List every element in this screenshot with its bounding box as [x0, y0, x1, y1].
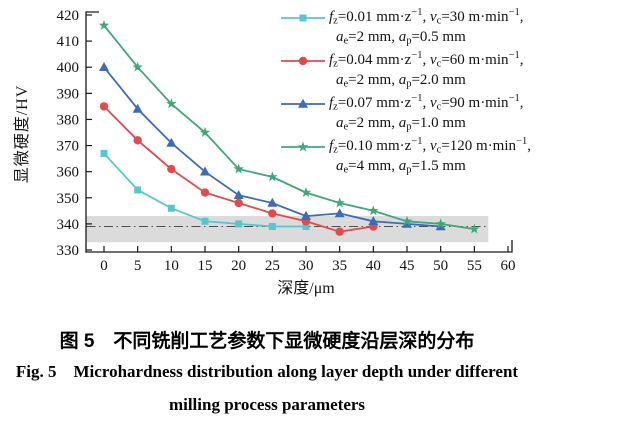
series-3 [99, 62, 446, 231]
legend-square-icon [281, 14, 325, 22]
x-axis-label: 深度/μm [277, 280, 335, 297]
star-marker [132, 61, 143, 72]
series-4 [98, 19, 480, 234]
square-marker [299, 14, 307, 22]
y-tick-label: 340 [57, 217, 80, 233]
y-tick-label: 420 [57, 8, 80, 24]
legend-entry-4: fz=0.10 mm·z−1, vc=120 m·min−1, ae=4 mm, … [281, 136, 531, 176]
circle-marker [298, 56, 308, 66]
circle-marker [200, 188, 210, 197]
legend-entry-3: fz=0.07 mm·z−1, vc=90 m·min−1, ae=2 mm, a… [281, 93, 531, 133]
triangle-marker [298, 98, 308, 108]
circle-marker [335, 227, 344, 236]
legend-entry-2: fz=0.04 mm·z−1, vc=60 m·min−1, ae=2 mm, a… [281, 50, 531, 90]
microhardness-line-chart: 330 340 350 360 370 380 390 400 410 420 0 5 10 15 20 25… [57, 8, 516, 274]
star-marker [334, 197, 345, 208]
triangle-marker [334, 208, 345, 218]
x-tick-label: 30 [299, 258, 314, 274]
star-marker [233, 163, 244, 174]
x-tick-label: 35 [332, 258, 347, 274]
star-marker [166, 98, 177, 109]
x-tick-label: 25 [265, 258, 280, 274]
star-marker [199, 127, 211, 137]
circle-marker [99, 102, 109, 111]
star-marker [300, 187, 312, 198]
circle-marker [133, 136, 142, 145]
star-marker [267, 171, 278, 182]
legend-label: fz=0.10 mm·z−1, vc=120 m·min−1, ae=4 mm, … [329, 136, 531, 176]
legend-star-icon [281, 141, 325, 152]
x-tick-label: 0 [100, 258, 108, 274]
chart-container: 330 340 350 360 370 380 390 400 410 420 0 5 10 15 20 25… [14, 7, 531, 297]
square-marker [167, 204, 175, 212]
star-marker [297, 141, 309, 152]
legend-circle-icon [281, 56, 325, 66]
y-axis-label: 显微硬度/HV [14, 84, 31, 184]
series-2 [99, 102, 378, 236]
caption-english-line2: milling process parameters [168, 395, 366, 414]
y-tick-label: 380 [57, 112, 80, 128]
legend-label: fz=0.04 mm·z−1, vc=60 m·min−1, ae=2 mm, a… [329, 50, 524, 90]
triangle-marker [233, 189, 244, 199]
y-tick-label: 360 [57, 165, 80, 181]
square-marker [235, 220, 243, 228]
triangle-marker [267, 197, 278, 207]
square-marker [302, 223, 310, 230]
x-tick-label: 40 [366, 258, 381, 274]
y-tick-label: 330 [57, 243, 80, 259]
legend-label: fz=0.07 mm·z−1, vc=90 m·min−1, ae=2 mm, a… [329, 93, 524, 133]
reference-band [86, 216, 489, 243]
y-tick-label: 410 [57, 34, 80, 50]
star-marker [435, 218, 446, 229]
x-tick-label: 10 [164, 258, 179, 274]
triangle-marker [368, 216, 379, 226]
x-tick-label: 55 [467, 258, 482, 274]
y-tick-label: 350 [57, 191, 80, 207]
x-axis-ticks: 0 5 10 15 20 25 30 35 40 45 50 55 60 [100, 246, 516, 274]
x-tick-label: 60 [501, 258, 516, 274]
axes [85, 11, 513, 253]
y-tick-label: 400 [57, 60, 80, 76]
x-tick-label: 45 [400, 258, 415, 274]
caption-english-line1: Fig. 5 Microhardness distribution along … [15, 362, 519, 381]
x-tick-label: 50 [433, 258, 448, 274]
circle-marker [268, 209, 277, 218]
star-marker [401, 215, 413, 226]
triangle-marker [166, 137, 177, 147]
triangle-marker [99, 62, 109, 72]
series-4-line [103, 24, 475, 230]
x-tick-label: 20 [231, 258, 246, 274]
star-marker [98, 19, 110, 30]
y-tick-label: 370 [57, 139, 80, 155]
legend-label: fz=0.01 mm·z−1, vc=30 m·min−1, ae=2 mm, a… [329, 7, 524, 47]
x-tick-label: 5 [134, 258, 142, 274]
triangle-marker [132, 103, 143, 113]
caption-chinese: 图 5 不同铣削工艺参数下显微硬度沿层深的分布 [59, 331, 475, 352]
square-marker [268, 223, 276, 230]
triangle-marker [200, 166, 210, 176]
circle-marker [167, 164, 176, 174]
y-tick-label: 390 [57, 86, 80, 102]
series-1 [100, 149, 310, 230]
star-marker [469, 223, 480, 234]
square-marker [134, 186, 142, 194]
square-marker [201, 217, 209, 225]
legend-entry-1: fz=0.01 mm·z−1, vc=30 m·min−1, ae=2 mm, a… [281, 7, 531, 47]
star-marker [368, 205, 379, 216]
x-tick-label: 15 [198, 258, 213, 274]
square-marker [100, 149, 108, 157]
y-axis-ticks: 330 340 350 360 370 380 390 400 410 420 [57, 8, 92, 259]
chart-legend: fz=0.01 mm·z−1, vc=30 m·min−1, ae=2 mm, a… [281, 7, 531, 179]
circle-marker [234, 198, 243, 208]
triangle-marker [301, 210, 311, 220]
legend-triangle-icon [281, 98, 325, 108]
